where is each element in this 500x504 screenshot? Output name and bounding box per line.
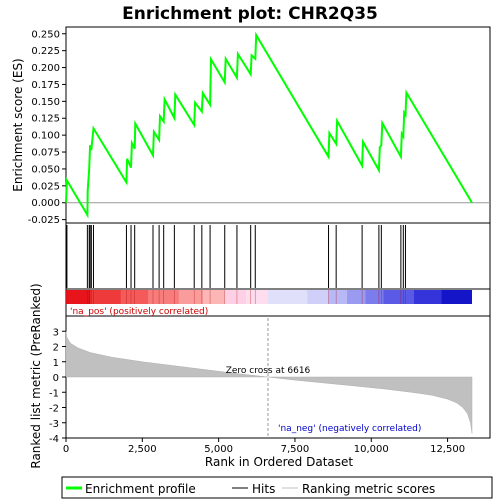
legend-frame xyxy=(61,476,493,499)
color-bar-segment xyxy=(66,290,91,304)
color-bar-segment xyxy=(365,290,384,304)
color-bar-segment xyxy=(90,290,121,304)
hit-marks xyxy=(66,225,406,288)
hits-panel xyxy=(65,222,491,290)
rank-x-tick-label: 5,000 xyxy=(204,444,233,455)
legend-ranking-label: Ranking metric scores xyxy=(302,482,435,496)
color-bar-segment xyxy=(328,290,347,304)
rank-metric-panel: Zero cross at 6616 'na_pos' (positively … xyxy=(29,283,491,469)
color-bar-segment xyxy=(383,290,414,304)
positive-correlation-label: 'na_pos' (positively correlated) xyxy=(70,307,208,317)
rank-x-tick-label: 2,500 xyxy=(128,444,157,455)
es-y-tick-label: 0.225 xyxy=(31,46,60,57)
es-y-tick-label: 0.150 xyxy=(31,97,60,108)
rank-x-axis-label: Rank in Ordered Dataset xyxy=(205,455,353,469)
es-y-tick-label: 0.250 xyxy=(31,29,60,40)
zero-cross-label: Zero cross at 6616 xyxy=(226,366,311,376)
rank-y-tick-label: -1 xyxy=(49,388,59,399)
enrichment-profile-series xyxy=(65,31,473,219)
color-bar-segment xyxy=(441,290,472,304)
rank-x-tick-label: 12,500 xyxy=(430,444,465,455)
color-bar-segment xyxy=(246,290,268,304)
es-y-tick-label: 0.025 xyxy=(31,181,60,192)
legend: Enrichment profile Hits Ranking metric s… xyxy=(61,476,493,499)
rank-y-tick-label: 0 xyxy=(53,373,59,384)
es-y-tick-label: 0.075 xyxy=(31,148,60,159)
color-bar-segment xyxy=(224,290,247,304)
ranked-color-bar xyxy=(66,290,472,304)
es-y-tick-label: 0.125 xyxy=(31,114,60,125)
rank-x-tick-label: 10,000 xyxy=(354,444,389,455)
rank-y-tick-label: -4 xyxy=(49,434,59,445)
rank-x-tick-label: 0 xyxy=(63,444,69,455)
enrichment-profile-line xyxy=(65,31,473,219)
rank-y-tick-label: -3 xyxy=(49,419,59,430)
rank-y-tick-label: 3 xyxy=(53,327,59,338)
es-y-tick-label: 0.050 xyxy=(31,164,60,175)
es-y-tick-label: -0.025 xyxy=(28,215,60,226)
rank-y-tick-label: 2 xyxy=(53,343,59,354)
legend-hits-label: Hits xyxy=(252,482,275,496)
chart-title: Enrichment plot: CHR2Q35 xyxy=(122,4,378,24)
color-bar-segment xyxy=(267,290,308,304)
legend-enrichment-label: Enrichment profile xyxy=(85,482,196,496)
color-bar-segment xyxy=(414,290,442,304)
color-bar-segment xyxy=(307,290,329,304)
es-y-tick-label: 0.100 xyxy=(31,131,60,142)
rank-x-axis: 0 2,500 5,000 7,500 10,000 12,500 xyxy=(63,438,465,455)
es-y-tick-label: 0.175 xyxy=(31,80,60,91)
es-panel: -0.025 0.000 0.025 0.050 0.075 0.100 0.125 0.15… xyxy=(11,26,491,226)
es-y-axis-label: Enrichment score (ES) xyxy=(11,58,25,191)
ranking-metric-area xyxy=(65,331,473,434)
color-bar-segment xyxy=(178,290,204,304)
color-bar-segment xyxy=(346,290,366,304)
rank-y-axis: -4 -3 -2 -1 0 1 2 3 xyxy=(49,327,66,445)
ranking-metric-fill xyxy=(65,331,473,434)
es-y-axis: -0.025 0.000 0.025 0.050 0.075 0.100 0.125 0.15… xyxy=(28,29,66,226)
rank-y-tick-label: -2 xyxy=(49,404,59,415)
es-y-tick-label: 0.000 xyxy=(31,198,60,209)
color-bar-segment xyxy=(203,290,225,304)
rank-x-tick-label: 7,500 xyxy=(281,444,310,455)
negative-correlation-label: 'na_neg' (negatively correlated) xyxy=(278,424,421,434)
rank-y-axis-label: Ranked list metric (PreRanked) xyxy=(29,283,43,468)
hits-panel-frame xyxy=(65,222,491,290)
rank-y-tick-label: 1 xyxy=(53,358,59,369)
es-y-tick-label: 0.200 xyxy=(31,63,60,74)
